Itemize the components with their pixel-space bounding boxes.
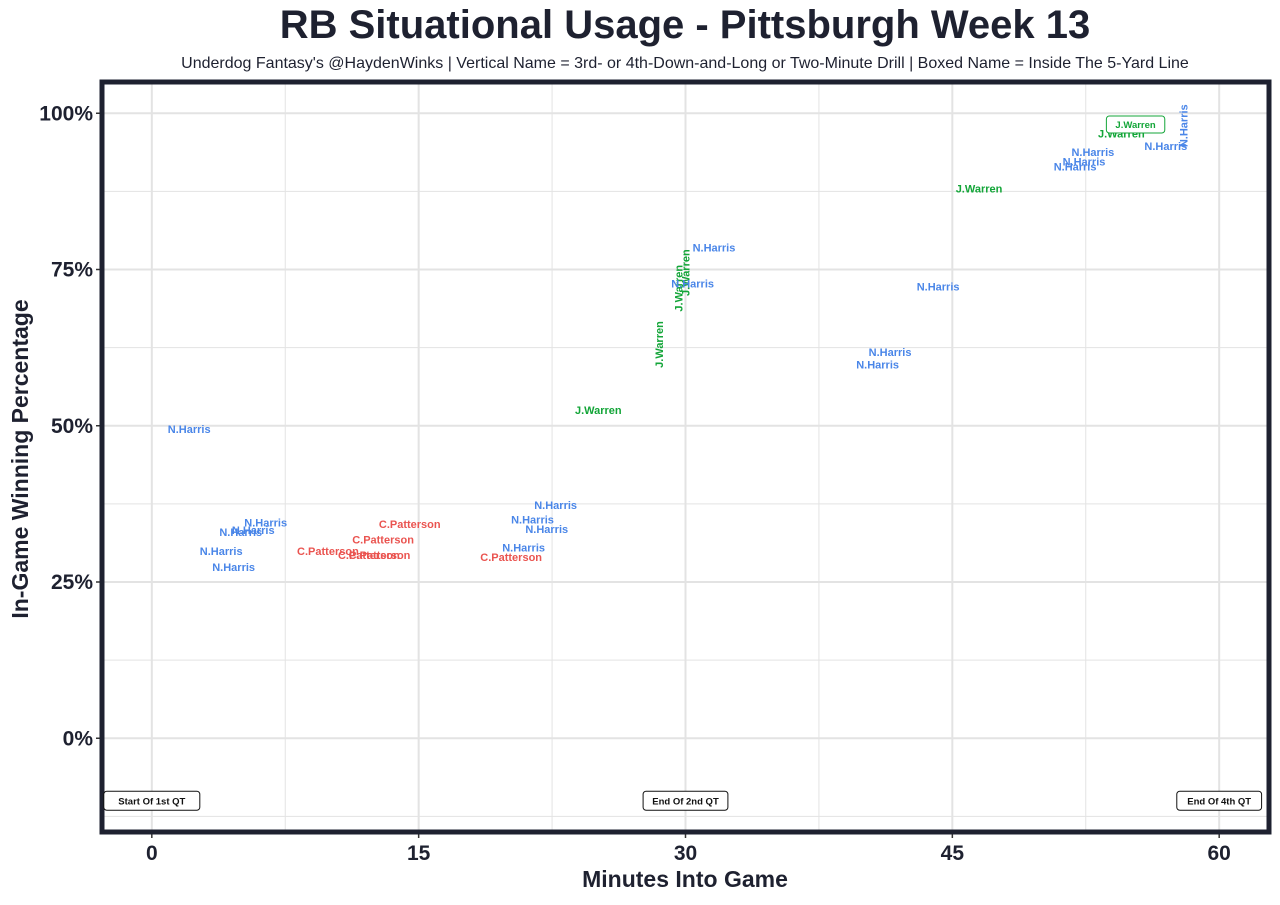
data-point-label: J.Warren (575, 405, 622, 417)
data-point-label: J.Warren (654, 321, 666, 368)
data-point-label: C.Patterson (297, 546, 359, 558)
data-point-label: N.Harris (200, 546, 243, 558)
data-point-label: N.Harris (219, 527, 262, 539)
data-point-label: N.Harris (511, 515, 554, 527)
plot-frame (99, 79, 1272, 835)
data-point-label: N.Harris (212, 562, 255, 574)
data-point-label: N.Harris (502, 543, 545, 555)
data-point-box (1105, 115, 1166, 134)
quarter-annotation-label: End Of 4th QT (1187, 796, 1251, 807)
data-point-label: N.Harris (1071, 147, 1114, 159)
data-point-label: N.Harris (534, 500, 577, 512)
data-point-label: C.Patterson (480, 552, 542, 564)
data-point-label: C.Patterson (379, 519, 441, 531)
plot-area: 0 15 30 45 60 0% 25% 50% 75% 100% Start Of 1st QT E… (39, 79, 1272, 865)
y-tick-label: 0% (63, 727, 94, 750)
data-point-label: N.Harris (244, 518, 287, 530)
chart-subtitle: Underdog Fantasy's @HaydenWinks | Vertic… (181, 55, 1189, 72)
data-point-label: J.Warren (673, 265, 685, 312)
data-point-label: J.Warren (681, 249, 693, 296)
data-point-label: N.Harris (1144, 141, 1187, 153)
data-point-label: N.Harris (693, 243, 736, 255)
data-point-label: N.Harris (168, 424, 211, 436)
quarter-annotation-box (642, 790, 729, 811)
data-point-label: J.Warren (956, 183, 1003, 195)
data-point-label: N.Harris (917, 281, 960, 293)
data-point-label: N.Harris (869, 347, 912, 359)
chart-title: RB Situational Usage - Pittsburgh Week 1… (280, 3, 1091, 47)
y-axis-label: In-Game Winning Percentage (7, 299, 33, 618)
data-point-label: N.Harris (1063, 156, 1106, 168)
y-tick-label: 50% (51, 415, 93, 438)
data-point-label: N.Harris (671, 278, 714, 290)
x-tick-label: 60 (1208, 842, 1231, 865)
data-point-label: J.Warren (1115, 120, 1155, 131)
quarter-annotation-box (103, 790, 201, 811)
data-point-label: N.Harris (1179, 104, 1191, 147)
data-point-label: C.Patterson (349, 550, 411, 562)
x-tick-label: 15 (407, 842, 431, 865)
quarter-annotation-label: End Of 2nd QT (652, 796, 719, 807)
x-tick-label: 30 (674, 842, 697, 865)
x-axis-label: Minutes Into Game (582, 866, 788, 892)
y-tick-label: 100% (39, 102, 93, 125)
data-point-label: N.Harris (1054, 161, 1097, 173)
data-point-label: N.Harris (232, 525, 275, 537)
y-tick-label: 25% (51, 571, 93, 594)
data-point-label: C.Patterson (352, 535, 414, 547)
quarter-annotation-box (1176, 790, 1263, 811)
data-point-label: C.Patterson (338, 550, 400, 562)
data-point-label: N.Harris (856, 360, 899, 372)
y-tick-label: 75% (51, 259, 93, 282)
x-tick-label: 45 (941, 842, 965, 865)
quarter-annotation-label: Start Of 1st QT (118, 796, 185, 807)
x-tick-label: 0 (146, 842, 158, 865)
data-point-label: N.Harris (525, 524, 568, 536)
